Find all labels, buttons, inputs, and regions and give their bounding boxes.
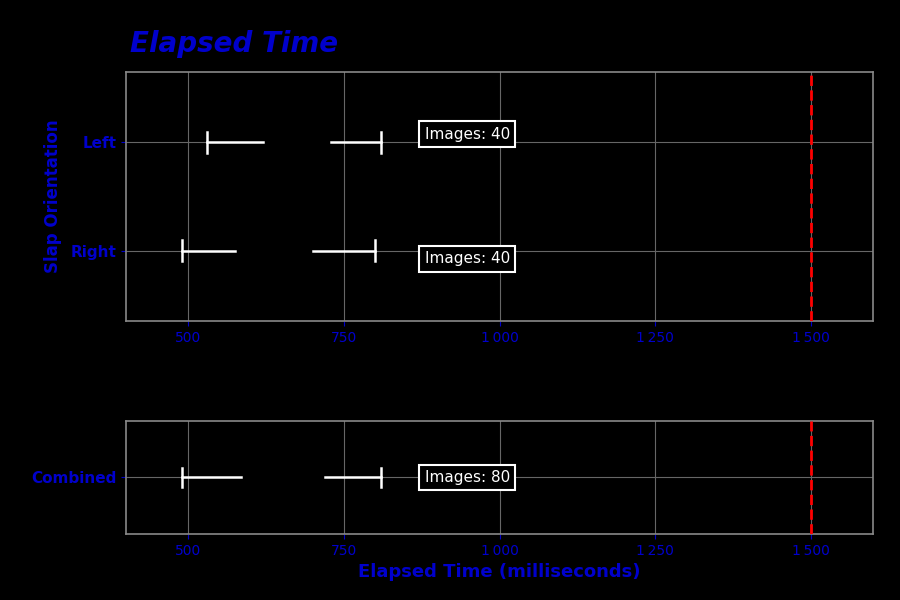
Text: Images: 40: Images: 40: [425, 127, 510, 142]
Text: Images: 40: Images: 40: [425, 251, 510, 266]
PathPatch shape: [263, 122, 331, 163]
Text: Elapsed Time: Elapsed Time: [130, 30, 338, 58]
X-axis label: Elapsed Time (milliseconds): Elapsed Time (milliseconds): [358, 563, 641, 581]
Text: Images: 80: Images: 80: [425, 470, 510, 485]
Y-axis label: Slap Orientation: Slap Orientation: [44, 120, 62, 274]
PathPatch shape: [241, 458, 325, 497]
PathPatch shape: [235, 230, 313, 271]
